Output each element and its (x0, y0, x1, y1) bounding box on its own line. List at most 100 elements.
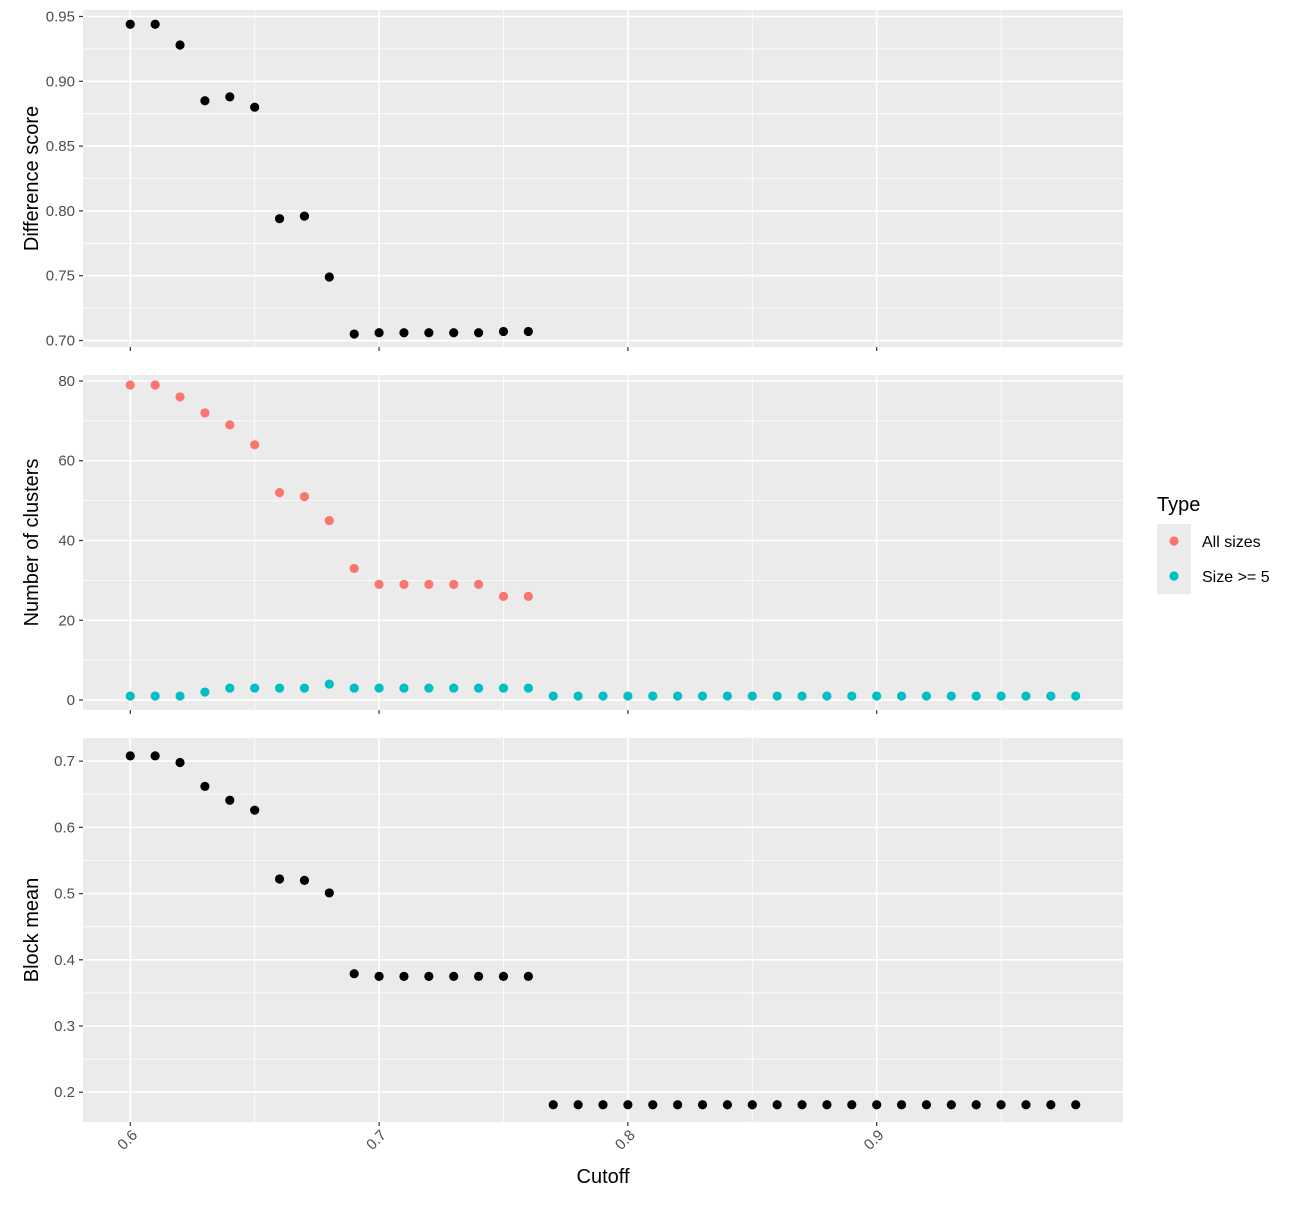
data-point (872, 691, 882, 701)
data-point (399, 579, 409, 589)
legend-entries: All sizes Size >= 5 (1169, 534, 1270, 586)
data-point (896, 1100, 907, 1110)
data-point (1071, 1100, 1081, 1110)
data-point (349, 969, 359, 979)
data-point (150, 19, 160, 29)
y-axis-title: Number of clusters (21, 459, 43, 627)
y-tick-label: 0.7 (54, 753, 75, 770)
y-tick-label: 0.95 (46, 8, 75, 25)
data-point (349, 683, 359, 693)
data-point (1071, 691, 1081, 701)
data-point (449, 328, 459, 338)
data-point (523, 971, 533, 981)
y-tick-label: 0.3 (54, 1018, 75, 1035)
data-point (623, 691, 633, 701)
legend-key-marker (1169, 571, 1179, 581)
data-point (722, 691, 733, 701)
y-tick-label: 60 (58, 453, 75, 470)
data-point (449, 971, 459, 981)
data-point (623, 1100, 633, 1110)
data-point (349, 329, 359, 339)
data-point (548, 1100, 558, 1110)
data-point (847, 1100, 857, 1110)
data-point (225, 420, 235, 430)
data-point (449, 683, 459, 693)
data-point (424, 328, 434, 338)
data-point (797, 691, 807, 701)
y-tick-label: 20 (58, 612, 75, 629)
x-tick-label: 0.9 (861, 1127, 888, 1154)
x-axis: 0.6 0.7 0.8 0.9 (114, 1127, 887, 1154)
data-point (598, 691, 608, 701)
data-point (946, 691, 956, 701)
data-point (175, 40, 185, 50)
data-point (374, 579, 384, 589)
data-point (772, 691, 782, 701)
data-point (324, 515, 334, 526)
data-point (822, 1100, 832, 1110)
data-point (250, 805, 260, 815)
data-point (673, 691, 683, 701)
data-point (150, 380, 160, 390)
panel-difference: 0.70 0.75 0.80 0.85 0.90 0.95 Difference score (21, 8, 1123, 351)
data-point (523, 326, 533, 337)
data-point (349, 563, 359, 574)
data-point (200, 781, 210, 791)
panel-block: 0.2 0.3 0.4 0.5 0.6 0.7 Block mean (21, 738, 1123, 1126)
data-point (946, 1100, 956, 1110)
y-tick-label: 0.6 (54, 819, 75, 836)
data-point (1046, 691, 1056, 701)
data-point (324, 272, 334, 282)
data-point (722, 1100, 733, 1110)
data-point (473, 579, 484, 589)
data-point (697, 1100, 708, 1110)
data-point (299, 875, 310, 885)
data-point (1021, 691, 1031, 701)
x-tick-label: 0.8 (612, 1127, 639, 1154)
data-point (175, 691, 185, 701)
data-point (125, 751, 135, 761)
panel-clusters: 0 20 40 60 80 Number of clusters (21, 373, 1123, 714)
data-point (473, 971, 484, 981)
data-point (1021, 1100, 1031, 1110)
data-point (996, 1100, 1006, 1110)
data-point (971, 691, 981, 701)
x-axis-title: Cutoff (577, 1166, 630, 1188)
data-point (523, 591, 533, 601)
data-point (598, 1100, 608, 1110)
data-point (449, 579, 459, 589)
data-point (299, 211, 310, 221)
legend-entry-label: Size >= 5 (1202, 569, 1270, 586)
data-point (498, 971, 509, 981)
data-point (324, 888, 334, 898)
y-tick-label: 0.2 (54, 1084, 75, 1101)
y-tick-label: 0.75 (46, 268, 75, 285)
data-point (473, 683, 484, 693)
data-point (498, 591, 509, 601)
data-point (872, 1100, 882, 1110)
y-tick-label: 0 (67, 692, 75, 709)
legend-key-background (1157, 524, 1191, 594)
data-point (299, 683, 310, 693)
y-tick-label: 0.70 (46, 333, 75, 350)
data-point (847, 691, 857, 701)
panel-background (83, 738, 1123, 1122)
series-points (125, 751, 1081, 1110)
data-point (125, 380, 135, 390)
data-point (374, 683, 384, 693)
y-tick-label: 0.80 (46, 203, 75, 220)
x-tick-label: 0.7 (363, 1127, 390, 1154)
data-point (896, 691, 907, 701)
data-point (399, 328, 409, 338)
data-point (324, 679, 334, 689)
data-point (200, 408, 210, 418)
series-points (125, 380, 533, 601)
data-point (299, 492, 310, 502)
data-point (1046, 1100, 1056, 1110)
data-point (250, 440, 260, 450)
y-tick-label: 0.4 (54, 952, 75, 969)
y-axis-title: Difference score (21, 106, 43, 251)
data-point (274, 214, 285, 224)
